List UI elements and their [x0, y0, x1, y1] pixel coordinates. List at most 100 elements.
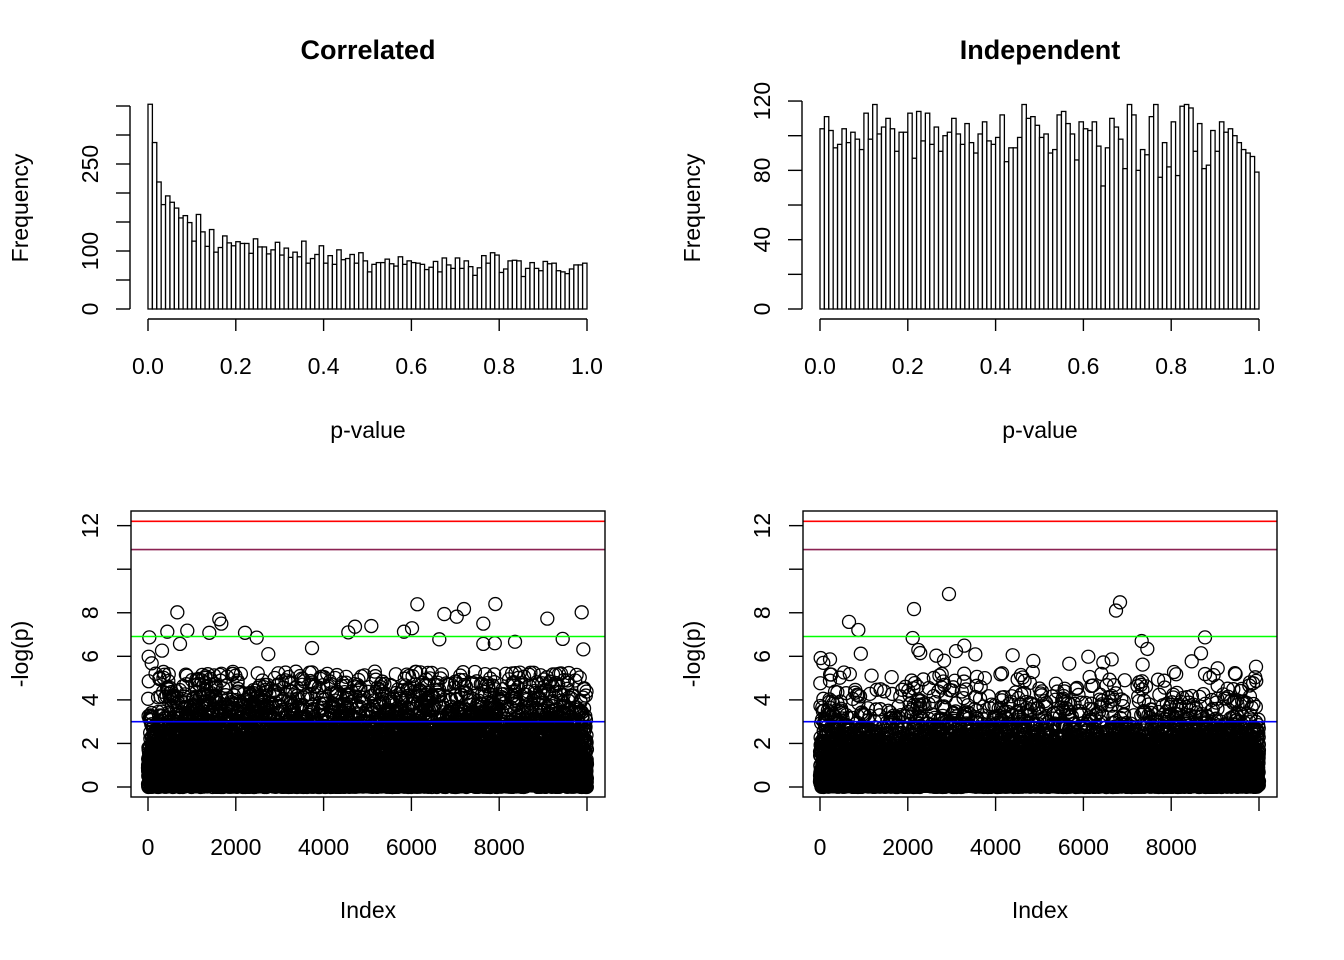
- histogram-bar: [1100, 185, 1106, 310]
- histogram-bar: [1135, 169, 1142, 310]
- histogram-bar: [1047, 152, 1054, 310]
- histogram-bar: [419, 263, 426, 310]
- histogram-bar: [454, 257, 461, 310]
- histogram-bar: [265, 253, 272, 310]
- histogram-bar: [1122, 167, 1128, 310]
- x-tick-label: 0.4: [980, 353, 1012, 379]
- histogram-bar: [885, 117, 891, 310]
- x-tick-label: 0.4: [308, 353, 340, 379]
- histogram-bar: [819, 128, 826, 310]
- histogram-bar: [208, 228, 215, 310]
- histogram-bar: [1030, 115, 1036, 310]
- histogram-bar: [555, 270, 562, 310]
- histogram-bar: [314, 253, 320, 310]
- histogram-bar: [977, 133, 984, 310]
- histogram-bar: [898, 131, 905, 310]
- histogram-bar: [371, 263, 377, 310]
- histogram-bar: [230, 245, 237, 310]
- histogram-bar: [410, 261, 417, 310]
- histogram-bar: [937, 150, 944, 310]
- histogram-bar: [191, 240, 197, 310]
- histogram-bar: [1210, 129, 1216, 310]
- histogram-bar: [423, 268, 430, 310]
- histogram-bar: [1056, 114, 1063, 310]
- histogram-bar: [933, 126, 940, 310]
- histogram-bar: [204, 245, 211, 310]
- histogram-bar: [1065, 122, 1071, 310]
- histogram-bar: [1174, 174, 1181, 310]
- histogram-bar: [217, 246, 224, 310]
- histogram-bar: [195, 213, 202, 310]
- histogram-bar: [445, 264, 452, 310]
- histogram-bar: [1034, 124, 1041, 310]
- histogram-bar: [999, 114, 1006, 310]
- histogram-bar: [287, 256, 294, 310]
- histogram-bar: [213, 251, 219, 310]
- x-tick-label: 1.0: [571, 353, 603, 379]
- histogram-bar: [296, 256, 303, 310]
- histogram-bar: [1073, 159, 1080, 310]
- histogram-bar: [1223, 131, 1229, 310]
- histogram-bar: [1227, 128, 1234, 310]
- histogram-bar: [336, 249, 342, 310]
- histogram-bar: [366, 271, 373, 310]
- histogram-bar: [863, 112, 869, 310]
- histogram-bar: [854, 138, 861, 310]
- histogram-bar: [467, 266, 474, 310]
- histogram-bar: [560, 271, 566, 310]
- histogram-bar: [450, 267, 456, 310]
- histogram-bar: [924, 112, 931, 310]
- histogram-bar: [270, 249, 276, 310]
- histogram-bar: [309, 257, 316, 310]
- histogram-bar: [322, 262, 329, 310]
- x-tick-label: 0.0: [804, 353, 836, 379]
- histogram-bar: [327, 254, 334, 310]
- histogram-bar: [551, 262, 557, 310]
- histogram-bar: [502, 268, 509, 310]
- histogram-bar: [318, 245, 325, 310]
- histogram-bar: [915, 110, 922, 310]
- histogram-bar: [340, 259, 347, 310]
- histogram-bar: [393, 265, 399, 310]
- histogram-bar: [349, 253, 355, 310]
- histogram-bar: [406, 260, 413, 310]
- histogram-bar: [876, 133, 883, 310]
- histogram-bar: [850, 131, 856, 310]
- histogram-bar: [942, 135, 948, 310]
- histogram-bar: [274, 241, 281, 310]
- histogram-bar: [1060, 110, 1067, 310]
- histogram-bar: [986, 140, 992, 310]
- y-tick-label: 80: [749, 158, 775, 184]
- data-point: [170, 690, 185, 706]
- y-tick-label: 250: [77, 145, 103, 183]
- x-axis-label: p-value: [1002, 417, 1077, 443]
- histogram-bar: [973, 152, 979, 310]
- histogram-bar: [1113, 126, 1120, 310]
- histogram-bar: [573, 264, 579, 310]
- histogram-bar: [577, 264, 584, 310]
- chart-title: Independent: [960, 35, 1121, 65]
- histogram-bar: [1218, 121, 1225, 310]
- histogram-bar: [257, 246, 263, 310]
- histogram-bar: [221, 235, 228, 310]
- histogram-bar: [1109, 117, 1115, 310]
- histogram-bar: [836, 143, 843, 310]
- histogram-bar: [1201, 167, 1207, 310]
- histogram-bar: [375, 261, 382, 310]
- histogram-bar: [164, 195, 171, 310]
- histogram-bar: [200, 231, 206, 310]
- histogram-bar: [920, 140, 927, 310]
- x-tick-label: 0.6: [395, 353, 427, 379]
- histogram-bar: [380, 261, 386, 310]
- histogram-bar: [239, 242, 246, 310]
- y-tick-label: 0: [749, 303, 775, 316]
- histogram-bar: [1249, 155, 1256, 310]
- histogram-bar: [485, 262, 492, 310]
- histogram-bar: [524, 267, 531, 310]
- histogram-bar: [1161, 141, 1168, 310]
- histogram-bar: [1016, 136, 1023, 310]
- histogram-bar: [1131, 114, 1137, 310]
- histogram-bar: [1192, 150, 1199, 310]
- histogram-bar: [428, 266, 434, 310]
- histogram-bar: [959, 143, 966, 310]
